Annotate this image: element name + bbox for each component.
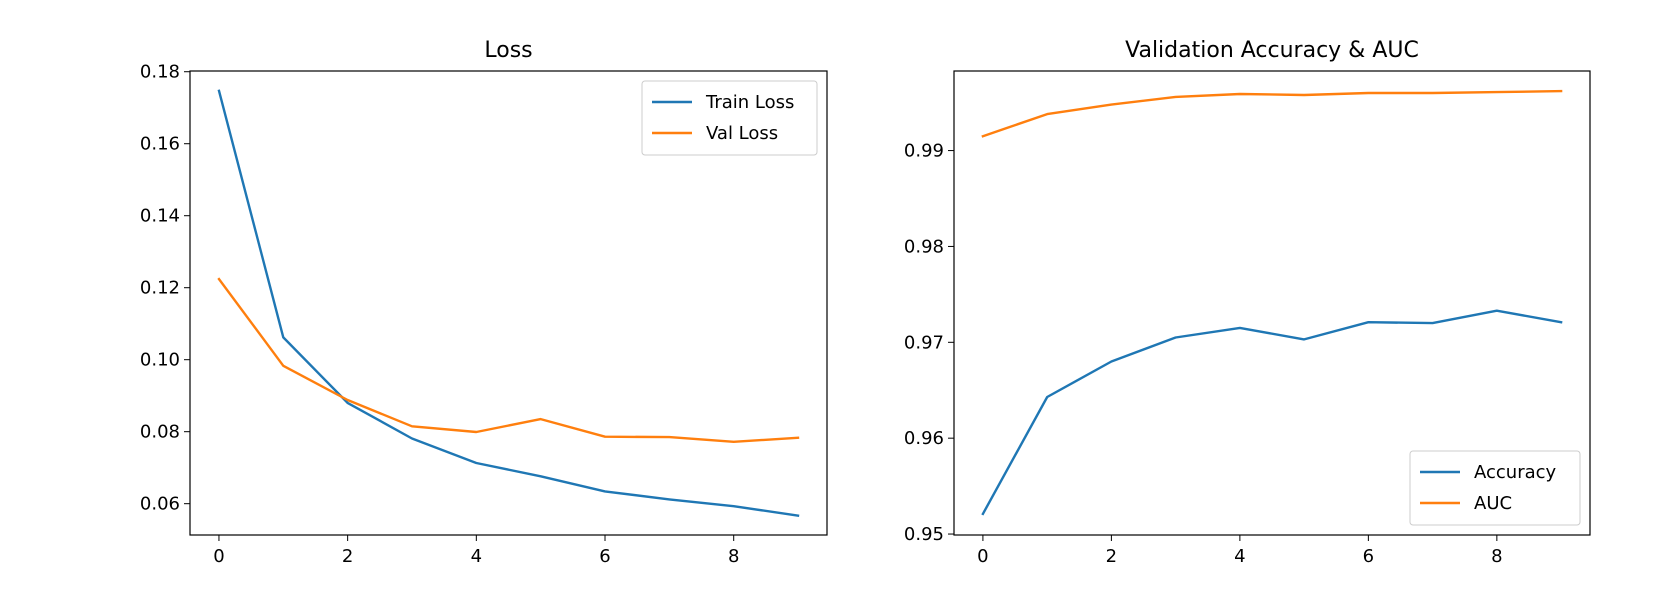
loss-x-tick-label: 6 [599, 546, 610, 567]
loss-legend-label: Val Loss [706, 123, 778, 144]
loss-x-tick-label: 8 [728, 546, 739, 567]
loss-chart-title: Loss [484, 38, 532, 63]
loss-chart: Loss 0 2 4 6 8 0.06 0.08 0.10 0.12 0.14 0.16 0.18 Tra… [140, 38, 828, 567]
acc-auc-y-tick-label: 0.98 [904, 236, 944, 257]
acc-auc-x-tick-label: 0 [977, 546, 988, 567]
loss-x-tick-label: 0 [213, 546, 224, 567]
loss-series-val-loss-line [217, 277, 800, 443]
acc-auc-series-auc-line [981, 89, 1563, 138]
loss-y-tick-label: 0.18 [140, 62, 180, 83]
loss-y-tick-label: 0.10 [140, 350, 180, 371]
acc-auc-chart: Validation Accuracy & AUC 0 2 4 6 8 0.95 0.96 0.… [904, 38, 1591, 567]
acc-auc-axes-frame [953, 70, 1591, 536]
loss-y-tick-label: 0.06 [140, 494, 180, 515]
acc-auc-x-tick-label: 4 [1234, 546, 1245, 567]
acc-auc-x-tick-label: 6 [1363, 546, 1374, 567]
acc-auc-legend-label: Accuracy [1474, 462, 1557, 483]
loss-y-tick-label: 0.16 [140, 134, 180, 155]
loss-x-tick-label: 2 [342, 546, 353, 567]
loss-legend: Train Loss Val Loss [641, 80, 818, 156]
loss-y-tick-label: 0.14 [140, 206, 180, 227]
acc-auc-chart-title: Validation Accuracy & AUC [1125, 38, 1419, 63]
loss-legend-box [641, 80, 818, 156]
acc-auc-y-tick-label: 0.95 [904, 524, 944, 545]
acc-auc-legend: Accuracy AUC [1409, 450, 1581, 526]
loss-series-train-loss-line [217, 89, 800, 517]
acc-auc-y-tick-label: 0.97 [904, 332, 944, 353]
loss-x-tick-label: 4 [471, 546, 482, 567]
loss-axes-frame [189, 70, 828, 536]
acc-auc-x-tick-label: 8 [1491, 546, 1502, 567]
loss-y-tick-label: 0.08 [140, 422, 180, 443]
acc-auc-legend-box [1409, 450, 1581, 526]
acc-auc-y-tick-label: 0.99 [904, 141, 944, 162]
acc-auc-y-tick-label: 0.96 [904, 428, 944, 449]
acc-auc-legend-label: AUC [1474, 493, 1512, 514]
loss-y-tick-label: 0.12 [140, 278, 180, 299]
loss-legend-label: Train Loss [705, 92, 794, 113]
acc-auc-series-accuracy-line [981, 309, 1563, 516]
acc-auc-x-tick-label: 2 [1106, 546, 1117, 567]
